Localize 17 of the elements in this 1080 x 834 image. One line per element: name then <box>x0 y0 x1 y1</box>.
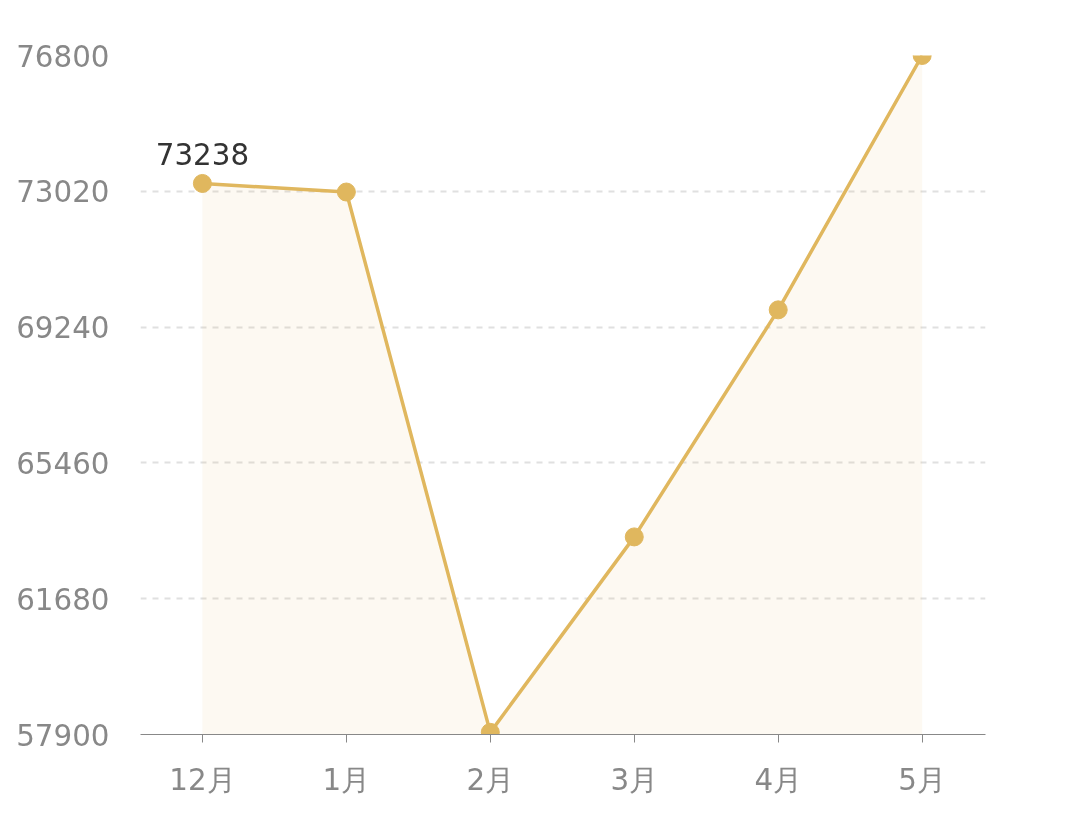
x-tick-label: 12月 <box>169 762 236 797</box>
y-tick-label: 69240 <box>16 311 110 346</box>
y-tick-label: 73020 <box>16 175 110 210</box>
y-tick-label: 76800 <box>16 39 110 74</box>
x-tick-label: 2月 <box>466 762 515 797</box>
point <box>768 300 788 320</box>
point <box>624 527 644 547</box>
y-tick-label: 57900 <box>16 718 110 753</box>
x-tick-label: 5月 <box>898 762 946 797</box>
x-tick-label: 1月 <box>322 762 371 797</box>
data-label: 73238 <box>155 138 250 173</box>
x-tick-label: 3月 <box>610 762 659 797</box>
x-tick-label: 4月 <box>754 762 803 797</box>
y-tick-label: 65460 <box>16 446 110 481</box>
point <box>192 173 212 193</box>
point <box>336 182 356 202</box>
y-tick-label: 61680 <box>16 582 110 617</box>
